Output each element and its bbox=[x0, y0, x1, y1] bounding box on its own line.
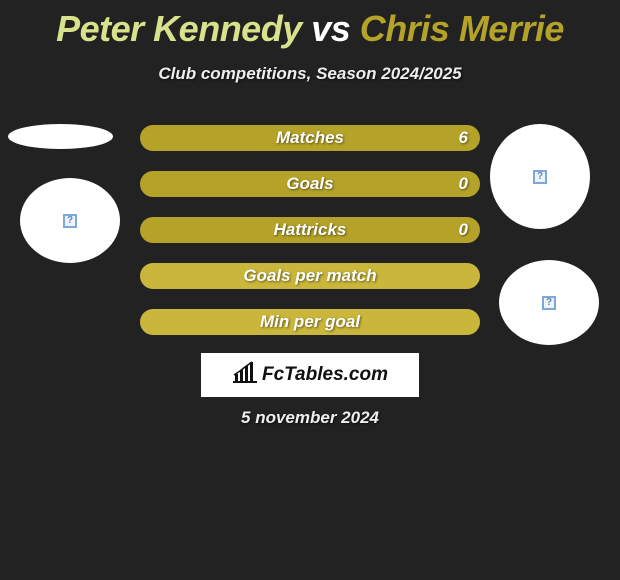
stat-row-hattricks: Hattricks 0 bbox=[140, 217, 480, 243]
stat-row-goals: Goals 0 bbox=[140, 171, 480, 197]
logo-label: FcTables.com bbox=[262, 364, 388, 386]
logo-text: FcTables.com bbox=[232, 361, 388, 389]
stat-value-right: 0 bbox=[459, 220, 468, 240]
stat-row-goals-per-match: Goals per match bbox=[140, 263, 480, 289]
stats-rows: Matches 6 Goals 0 Hattricks 0 Goals per … bbox=[140, 125, 480, 355]
stat-label: Goals bbox=[286, 174, 333, 194]
stat-value-right: 0 bbox=[459, 174, 468, 194]
stat-label: Min per goal bbox=[260, 312, 360, 332]
avatar-placeholder-icon: ? bbox=[533, 170, 547, 184]
stat-value-right: 6 bbox=[459, 128, 468, 148]
player2-club-circle: ? bbox=[499, 260, 599, 345]
stat-label: Matches bbox=[276, 128, 344, 148]
player1-name: Peter Kennedy bbox=[56, 8, 302, 49]
avatar-placeholder-icon: ? bbox=[542, 296, 556, 310]
decorative-ellipse bbox=[8, 124, 113, 149]
stat-row-min-per-goal: Min per goal bbox=[140, 309, 480, 335]
player2-avatar-circle: ? bbox=[490, 124, 590, 229]
page-title: Peter Kennedy vs Chris Merrie bbox=[0, 0, 620, 50]
stat-row-matches: Matches 6 bbox=[140, 125, 480, 151]
chart-icon bbox=[232, 361, 258, 389]
date-text: 5 november 2024 bbox=[0, 408, 620, 428]
stat-label: Goals per match bbox=[243, 266, 376, 286]
fctables-logo: FcTables.com bbox=[201, 353, 419, 397]
player2-name: Chris Merrie bbox=[360, 8, 564, 49]
subtitle: Club competitions, Season 2024/2025 bbox=[0, 64, 620, 84]
vs-text: vs bbox=[311, 8, 350, 49]
stat-label: Hattricks bbox=[274, 220, 347, 240]
avatar-placeholder-icon: ? bbox=[63, 214, 77, 228]
player1-avatar-circle: ? bbox=[20, 178, 120, 263]
